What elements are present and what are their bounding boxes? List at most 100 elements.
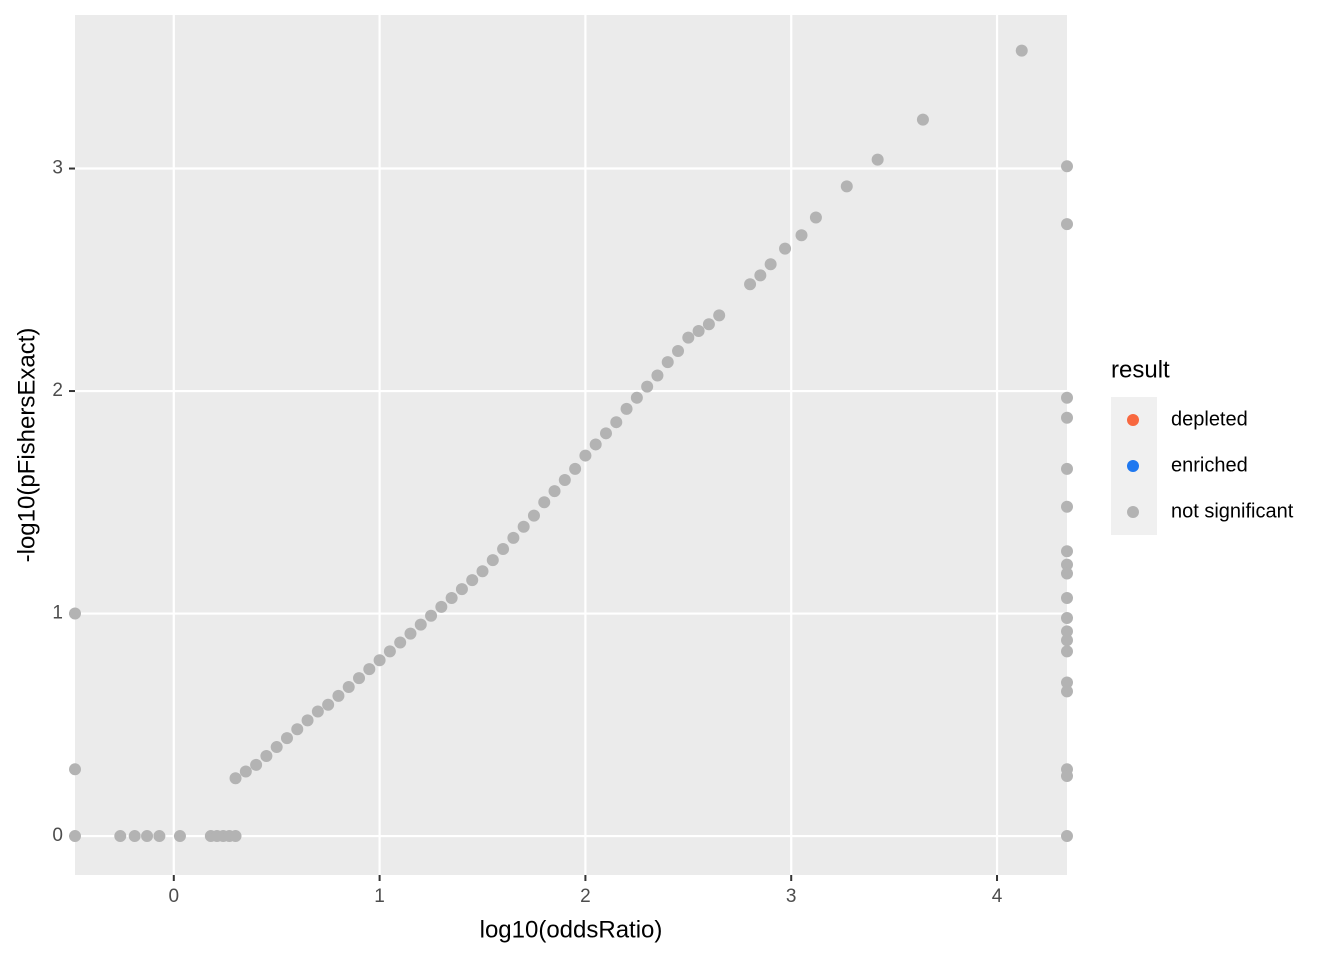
point xyxy=(754,269,767,282)
point xyxy=(394,636,407,649)
point xyxy=(1061,500,1073,513)
point xyxy=(916,113,929,126)
point xyxy=(1061,676,1073,689)
point xyxy=(69,763,81,776)
point xyxy=(713,309,726,322)
point xyxy=(342,680,355,693)
point xyxy=(1061,591,1073,604)
point xyxy=(280,732,293,745)
point xyxy=(466,574,479,587)
point xyxy=(414,618,427,631)
point xyxy=(1015,44,1028,57)
point xyxy=(1061,769,1073,782)
point xyxy=(229,830,242,843)
point xyxy=(1061,391,1073,404)
point xyxy=(445,591,458,604)
y-axis-title: -log10(pFishersExact) xyxy=(13,328,40,563)
legend-key xyxy=(1127,460,1139,472)
point xyxy=(1061,462,1073,475)
y-tick-label: 3 xyxy=(52,158,63,179)
point xyxy=(610,416,623,429)
point xyxy=(322,698,335,711)
panel xyxy=(75,15,1067,875)
point xyxy=(69,830,81,843)
point xyxy=(69,607,81,620)
legend-title: result xyxy=(1111,356,1170,383)
point xyxy=(692,324,705,337)
point xyxy=(517,520,530,533)
point xyxy=(1061,612,1073,625)
point xyxy=(599,427,612,440)
point xyxy=(114,830,127,843)
point xyxy=(1061,625,1073,638)
point xyxy=(795,229,808,242)
y-tick-label: 1 xyxy=(52,603,63,624)
point xyxy=(569,462,582,475)
point xyxy=(332,689,345,702)
point xyxy=(311,705,324,718)
point xyxy=(425,609,438,622)
point xyxy=(250,758,263,771)
point xyxy=(486,554,499,567)
y-tick-label: 2 xyxy=(52,380,63,401)
point xyxy=(476,565,489,578)
point xyxy=(1061,634,1073,647)
point xyxy=(702,318,715,331)
point xyxy=(1061,567,1073,580)
point xyxy=(779,242,792,255)
point xyxy=(744,278,757,291)
point xyxy=(1061,685,1073,698)
legend-label: depleted xyxy=(1171,408,1248,430)
point xyxy=(373,654,386,667)
legend-key xyxy=(1127,414,1139,426)
point xyxy=(497,543,510,556)
x-tick-label: 3 xyxy=(786,886,797,907)
point xyxy=(1061,830,1073,843)
point xyxy=(682,331,695,344)
point xyxy=(363,663,376,676)
x-axis-title: log10(oddsRatio) xyxy=(480,916,663,943)
point xyxy=(1061,558,1073,571)
point xyxy=(353,672,366,685)
x-tick-label: 0 xyxy=(168,886,179,907)
point xyxy=(229,772,242,785)
point xyxy=(1061,645,1073,658)
point xyxy=(672,344,685,357)
point xyxy=(589,438,602,451)
legend-key xyxy=(1127,506,1139,518)
point xyxy=(1061,411,1073,424)
point xyxy=(1061,218,1073,231)
point xyxy=(435,600,448,613)
point xyxy=(270,741,283,754)
point xyxy=(871,153,884,166)
point xyxy=(620,402,633,415)
point xyxy=(840,180,853,193)
point xyxy=(809,211,822,224)
point xyxy=(260,749,273,762)
point xyxy=(538,496,551,509)
point xyxy=(764,258,777,271)
x-tick-label: 4 xyxy=(992,886,1003,907)
point xyxy=(1061,545,1073,558)
point xyxy=(141,830,154,843)
point xyxy=(527,509,540,522)
point xyxy=(455,583,468,596)
point xyxy=(651,369,664,382)
point xyxy=(507,531,520,544)
y-tick-label: 0 xyxy=(52,825,63,846)
point xyxy=(383,645,396,658)
legend-label: enriched xyxy=(1171,454,1248,476)
point xyxy=(128,830,141,843)
point xyxy=(579,449,592,462)
point xyxy=(558,474,571,487)
point xyxy=(239,765,252,778)
point xyxy=(301,714,314,727)
legend-label: not significant xyxy=(1171,500,1294,522)
point xyxy=(641,380,654,393)
point xyxy=(630,391,643,404)
point xyxy=(661,356,674,369)
point xyxy=(153,830,166,843)
point xyxy=(291,723,304,736)
